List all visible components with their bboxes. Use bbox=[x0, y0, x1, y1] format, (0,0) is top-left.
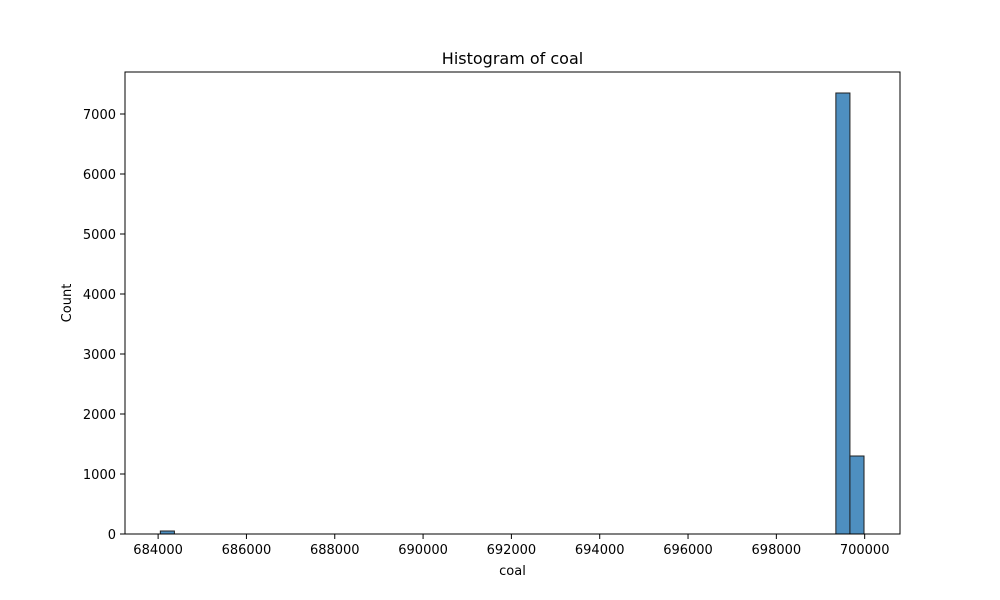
x-tick-label: 694000 bbox=[575, 543, 625, 558]
y-tick-label: 4000 bbox=[83, 288, 116, 303]
y-tick-label: 6000 bbox=[83, 168, 116, 183]
y-axis-label: Count bbox=[60, 284, 75, 323]
y-tick-label: 7000 bbox=[83, 108, 116, 123]
x-tick-label: 700000 bbox=[840, 543, 890, 558]
histogram-bar bbox=[835, 92, 851, 535]
y-axis: 0 1000 2000 3000 4000 5000 6000 7000 bbox=[83, 108, 125, 543]
plot-frame bbox=[124, 71, 901, 535]
y-tick-label: 3000 bbox=[83, 348, 116, 363]
x-tick-label: 696000 bbox=[663, 543, 713, 558]
x-tick-label: 698000 bbox=[752, 543, 802, 558]
x-tick-label: 686000 bbox=[222, 543, 272, 558]
histogram-bar bbox=[849, 455, 865, 535]
y-tick-label: 0 bbox=[108, 528, 116, 543]
chart-title: Histogram of coal bbox=[442, 49, 583, 68]
x-tick-label: 692000 bbox=[487, 543, 537, 558]
x-axis-label: coal bbox=[499, 564, 526, 579]
bars-layer bbox=[159, 92, 865, 535]
x-axis: 684000 686000 688000 690000 692000 694000 6960… bbox=[133, 534, 889, 558]
x-tick-label: 690000 bbox=[398, 543, 448, 558]
x-tick-label: 684000 bbox=[133, 543, 183, 558]
x-tick-label: 688000 bbox=[310, 543, 360, 558]
y-tick-label: 2000 bbox=[83, 408, 116, 423]
y-tick-label: 5000 bbox=[83, 228, 116, 243]
y-tick-label: 1000 bbox=[83, 468, 116, 483]
